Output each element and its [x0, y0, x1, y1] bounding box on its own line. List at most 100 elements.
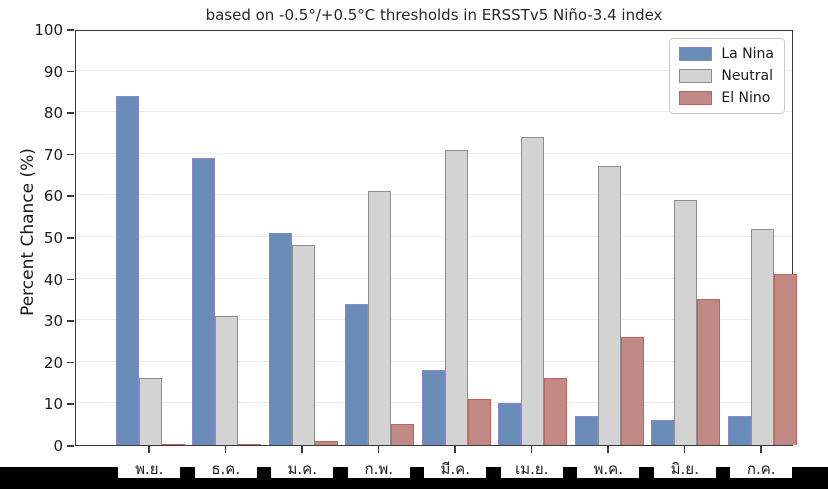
y-axis-tick [67, 153, 74, 156]
legend-label: La Nina [721, 46, 774, 62]
bar-neutral [444, 149, 468, 445]
bar-group-7 [571, 31, 648, 445]
bar-la-nina [421, 370, 445, 445]
bar-neutral [291, 245, 315, 445]
y-tick-label: 20 [43, 353, 63, 372]
legend-item-neutral: Neutral [679, 68, 774, 84]
gridline [76, 319, 792, 321]
x-axis-tick [301, 446, 303, 453]
y-axis-tick [67, 29, 74, 31]
bottom-strip-notch [500, 467, 563, 478]
gridline [76, 111, 792, 113]
y-axis-tick [67, 320, 74, 322]
x-tick-label: ธ.ค. [211, 460, 241, 478]
bar-el-nino [773, 274, 797, 445]
legend-item-la-nina: La Nina [679, 46, 774, 62]
bar-group-1 [112, 31, 189, 445]
bar-neutral [138, 378, 162, 445]
bar-el-nino [544, 378, 568, 445]
bar-neutral [674, 199, 698, 445]
y-axis-tick [67, 445, 74, 447]
gridline [76, 277, 792, 279]
bar-el-nino [620, 336, 644, 445]
gridline [76, 69, 792, 71]
bar-el-nino [161, 443, 185, 445]
x-axis-tick [148, 446, 150, 453]
y-tick-label: 70 [43, 145, 63, 164]
gridline [76, 152, 792, 154]
bar-el-nino [467, 399, 491, 445]
bar-la-nina [115, 95, 139, 445]
y-axis-tick [67, 70, 74, 73]
bar-la-nina [268, 232, 292, 445]
bar-group-4 [342, 31, 419, 445]
y-axis-tick [67, 403, 74, 405]
x-axis-tick [530, 446, 533, 453]
y-tick-label: 100 [34, 21, 63, 39]
bar-neutral [215, 316, 239, 445]
bar-neutral [521, 137, 545, 445]
x-axis-tick [377, 446, 380, 453]
bar-la-nina [345, 303, 369, 445]
bar-la-nina [498, 403, 522, 445]
bottom-strip-notch [577, 467, 640, 478]
legend-label: Neutral [721, 68, 774, 84]
x-tick-label: พ.ค. [593, 460, 623, 478]
bar-la-nina [651, 420, 675, 445]
x-tick-label: ม.ค. [287, 460, 317, 478]
bar-la-nina [727, 415, 751, 445]
x-tick-label: เม.ย. [515, 460, 549, 478]
x-axis-tick [760, 446, 762, 453]
x-axis-tick [454, 446, 456, 453]
bar-la-nina [574, 415, 598, 445]
legend-swatch [679, 91, 713, 105]
bottom-strip-notch [424, 467, 487, 478]
bar-neutral [597, 166, 621, 445]
y-tick-label: 40 [43, 270, 63, 289]
legend-swatch [679, 47, 713, 61]
bar-group-6 [495, 31, 572, 445]
y-axis-tick [67, 361, 74, 364]
legend-label: El Nino [721, 90, 771, 106]
bottom-black-strip [0, 467, 828, 489]
y-axis-tick [67, 278, 74, 281]
y-axis-tick [67, 112, 74, 114]
bottom-strip-notch [194, 467, 257, 478]
plot-area: La Nina Neutral El Nino [75, 30, 797, 446]
bottom-strip-notch [347, 467, 410, 478]
y-tick-label: 80 [43, 104, 63, 123]
bar-group-9 [724, 31, 801, 445]
bar-neutral [368, 191, 392, 445]
bar-neutral [750, 228, 774, 445]
bar-group-3 [265, 31, 342, 445]
bar-group-5 [418, 31, 495, 445]
x-tick-label: มิ.ย. [670, 460, 699, 478]
bar-group-8 [648, 31, 725, 445]
y-tick-label: 0 [53, 437, 63, 455]
x-axis-tick [683, 446, 686, 453]
x-tick-label: พ.ย. [135, 460, 164, 478]
legend-item-el-nino: El Nino [679, 90, 774, 106]
bar-el-nino [238, 443, 262, 445]
bottom-strip-notch [118, 467, 181, 478]
gridline [76, 194, 792, 196]
bottom-strip-notch [653, 467, 716, 478]
bar-el-nino [391, 424, 415, 445]
y-tick-label: 50 [43, 229, 63, 247]
bar-la-nina [192, 157, 216, 445]
x-axis-tick [224, 446, 227, 453]
bar-el-nino [697, 299, 721, 445]
bar-group-2 [189, 31, 266, 445]
gridline [76, 236, 792, 237]
bar-el-nino [314, 440, 338, 445]
x-axis-tick [607, 446, 609, 453]
bottom-strip-notch [730, 467, 793, 478]
chart-title: based on -0.5°/+0.5°C thresholds in ERSS… [205, 6, 663, 24]
y-tick-label: 60 [43, 187, 63, 206]
gridline [76, 360, 792, 362]
x-tick-label: ก.พ. [364, 460, 394, 478]
legend: La Nina Neutral El Nino [669, 38, 785, 114]
y-axis-tick [67, 195, 74, 197]
x-tick-label: ก.ค. [746, 460, 776, 478]
y-tick-label: 10 [43, 395, 63, 414]
